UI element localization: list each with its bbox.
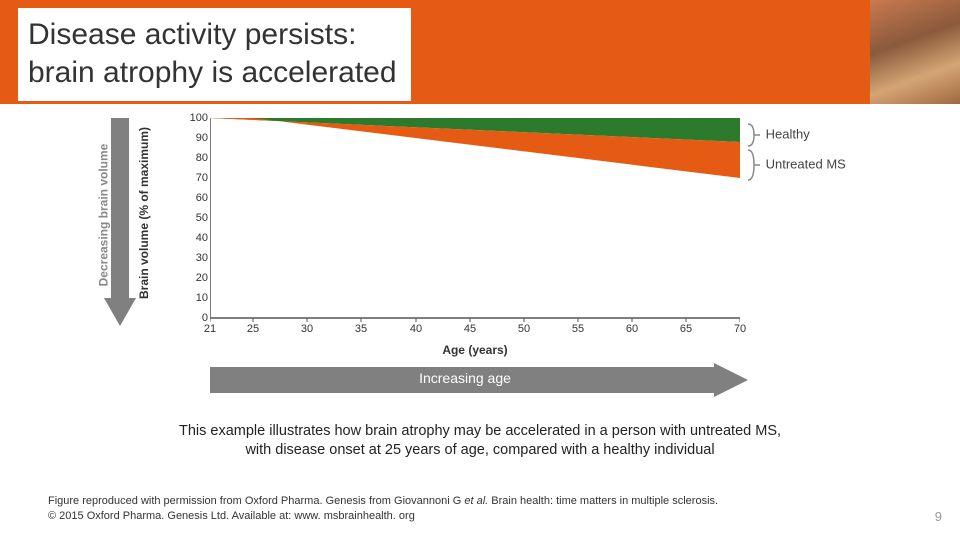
ytick: 30 [178, 252, 208, 264]
xtick: 35 [355, 323, 367, 335]
slide-title: Disease activity persists: brain atrophy… [28, 16, 397, 91]
ytick: 80 [178, 152, 208, 164]
xtick: 70 [734, 323, 746, 335]
x-arrow-label: Increasing age [210, 370, 720, 386]
title-line-2: brain atrophy is accelerated [28, 56, 397, 89]
xtick: 25 [247, 323, 259, 335]
xtick: 21 [204, 323, 216, 335]
legend-untreated: Untreated MS [748, 148, 846, 182]
x-arrow: Increasing age [210, 363, 740, 397]
xtick: 65 [680, 323, 692, 335]
xtick: 50 [518, 323, 530, 335]
y-ticks: 100 90 80 70 60 50 40 30 20 10 0 [178, 112, 208, 322]
attribution: Figure reproduced with permission from O… [48, 494, 718, 524]
ytick: 40 [178, 232, 208, 244]
x-axis-label: Age (years) [210, 343, 740, 357]
chart-area: Decreasing brain volume Brain volume (% … [100, 118, 860, 408]
caption-line-2: with disease onset at 25 years of age, c… [245, 442, 714, 458]
attribution-1a: Figure reproduced with permission from O… [48, 495, 464, 507]
caption: This example illustrates how brain atrop… [60, 422, 900, 460]
ytick: 10 [178, 292, 208, 304]
attribution-1b: et al. [464, 495, 488, 507]
plot-svg [210, 118, 740, 328]
ytick: 20 [178, 272, 208, 284]
plot [210, 118, 740, 318]
x-ticks: 21 25 30 35 40 45 50 55 60 65 70 [210, 323, 740, 339]
ytick: 100 [178, 112, 208, 124]
ytick: 50 [178, 212, 208, 224]
caption-line-1: This example illustrates how brain atrop… [179, 423, 781, 439]
xtick: 55 [572, 323, 584, 335]
xtick: 60 [626, 323, 638, 335]
y-axis-label: Brain volume (% of maximum) [137, 127, 151, 299]
ytick: 60 [178, 192, 208, 204]
attribution-2: © 2015 Oxford Pharma. Genesis Ltd. Avail… [48, 510, 415, 522]
xtick: 40 [410, 323, 422, 335]
ytick: 90 [178, 132, 208, 144]
corner-decorative-image [870, 0, 960, 104]
ytick: 70 [178, 172, 208, 184]
legend-healthy: Healthy [748, 122, 810, 148]
page-number: 9 [935, 509, 942, 524]
title-line-1: Disease activity persists: [28, 18, 356, 51]
xtick: 30 [301, 323, 313, 335]
legend-healthy-label: Healthy [766, 126, 810, 141]
legend-untreated-label: Untreated MS [766, 156, 846, 171]
y-arrow-label: Decreasing brain volume [96, 144, 110, 287]
xtick: 45 [464, 323, 476, 335]
y-arrow: Decreasing brain volume [100, 118, 140, 328]
attribution-1c: Brain health: time matters in multiple s… [488, 495, 718, 507]
slide-header: Disease activity persists: brain atrophy… [0, 0, 960, 104]
title-box: Disease activity persists: brain atrophy… [18, 8, 411, 101]
